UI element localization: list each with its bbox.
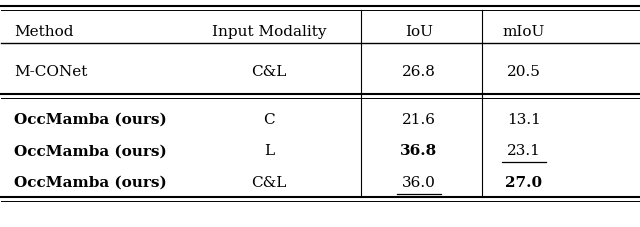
Text: Method: Method xyxy=(14,25,74,39)
Text: C&L: C&L xyxy=(252,65,287,79)
Text: 36.8: 36.8 xyxy=(400,143,437,158)
Text: IoU: IoU xyxy=(404,25,433,39)
Text: C&L: C&L xyxy=(252,175,287,189)
Text: 21.6: 21.6 xyxy=(402,112,436,126)
Text: 36.0: 36.0 xyxy=(402,175,436,189)
Text: 13.1: 13.1 xyxy=(507,112,541,126)
Text: mIoU: mIoU xyxy=(503,25,545,39)
Text: Input Modality: Input Modality xyxy=(212,25,326,39)
Text: OccMamba (ours): OccMamba (ours) xyxy=(14,112,167,126)
Text: OccMamba (ours): OccMamba (ours) xyxy=(14,143,167,158)
Text: 27.0: 27.0 xyxy=(506,175,543,189)
Text: 20.5: 20.5 xyxy=(507,65,541,79)
Text: 26.8: 26.8 xyxy=(402,65,436,79)
Text: C: C xyxy=(263,112,275,126)
Text: 23.1: 23.1 xyxy=(507,143,541,158)
Text: L: L xyxy=(264,143,274,158)
Text: M-CONet: M-CONet xyxy=(14,65,88,79)
Text: OccMamba (ours): OccMamba (ours) xyxy=(14,175,167,189)
